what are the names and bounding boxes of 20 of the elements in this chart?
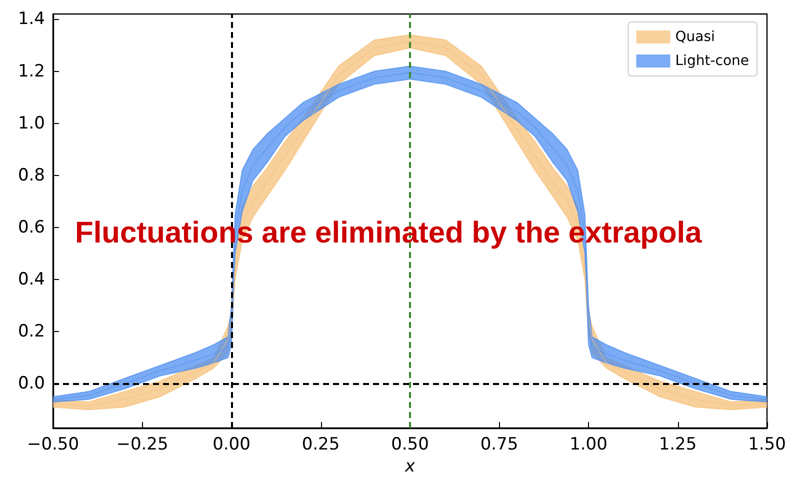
y-tick-label: 1.4 <box>18 9 45 30</box>
legend-label: Light-cone <box>675 53 750 69</box>
y-tick-label: 0.2 <box>18 322 45 342</box>
legend-label: Quasi <box>675 29 715 45</box>
y-tick-label: 1.0 <box>18 113 45 134</box>
x-tick-label: 1.25 <box>658 434 697 454</box>
x-tick-label: 0.00 <box>212 434 250 454</box>
x-tick-label: 1.00 <box>570 434 608 454</box>
x-tick-label: −0.50 <box>26 434 80 454</box>
x-tick-label: 1.50 <box>748 434 786 454</box>
x-tick-label: 0.75 <box>480 434 518 454</box>
x-tick-label: 0.50 <box>391 434 429 454</box>
x-tick-label: −0.25 <box>116 434 168 454</box>
y-tick-label: 0.6 <box>18 218 45 238</box>
x-tick-label: 0.25 <box>302 434 340 454</box>
y-tick-label: 1.2 <box>18 61 45 82</box>
x-axis-title: x <box>404 456 416 476</box>
y-tick-label: 0.0 <box>18 374 45 394</box>
y-tick-label: 0.8 <box>18 165 45 186</box>
y-tick-label: 0.4 <box>18 270 45 290</box>
